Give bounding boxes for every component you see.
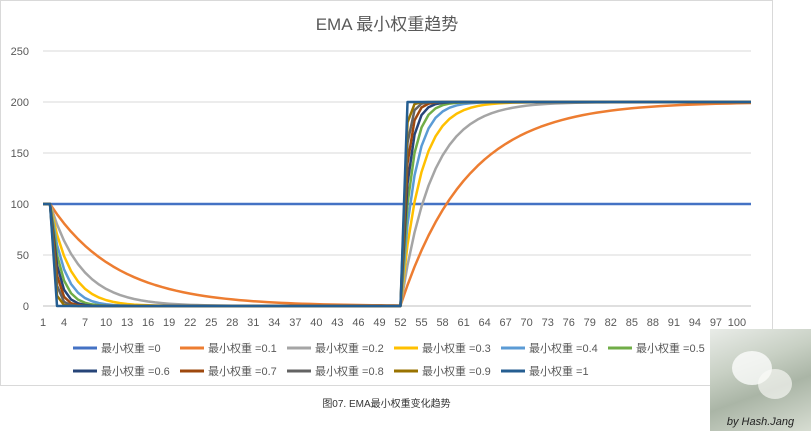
x-tick-label: 28 <box>226 317 238 329</box>
x-tick-label: 73 <box>542 317 554 329</box>
y-tick-label: 0 <box>23 301 29 313</box>
y-axis-ticks: 0 50 100 150 200 250 <box>11 46 29 313</box>
y-tick-label: 200 <box>11 97 29 109</box>
legend-label-10: 最小权重 =1 <box>529 364 589 378</box>
legend-label-5: 最小权重 =0.5 <box>636 341 705 355</box>
ema-line-chart: EMA 最小权重趋势 0 50 100 150 200 250 1 4 7 10 13 16 19 22… <box>11 15 752 378</box>
chart-frame: EMA 最小权重趋势 0 50 100 150 200 250 1 4 7 10 13 16 19 22… <box>0 0 773 386</box>
x-tick-label: 94 <box>689 317 701 329</box>
y-tick-label: 250 <box>11 46 29 58</box>
x-tick-label: 100 <box>728 317 746 329</box>
gridlines <box>43 50 751 307</box>
x-tick-label: 37 <box>289 317 301 329</box>
x-tick-label: 55 <box>415 317 427 329</box>
y-tick-label: 100 <box>11 199 29 211</box>
x-tick-label: 7 <box>82 317 88 329</box>
x-tick-label: 46 <box>352 317 364 329</box>
legend-label-3: 最小权重 =0.3 <box>422 341 491 355</box>
chart-title: EMA 最小权重趋势 <box>316 15 459 34</box>
legend-label-7: 最小权重 =0.7 <box>208 364 277 378</box>
x-tick-label: 88 <box>647 317 659 329</box>
x-tick-label: 31 <box>247 317 259 329</box>
y-tick-label: 50 <box>17 250 29 262</box>
y-tick-label: 150 <box>11 148 29 160</box>
x-tick-label: 79 <box>584 317 596 329</box>
figure-caption: 图07. EMA最小权重变化趋势 <box>322 399 451 410</box>
watermark-photo: by Hash.Jang <box>710 329 811 431</box>
x-tick-label: 43 <box>331 317 343 329</box>
x-tick-label: 16 <box>142 317 154 329</box>
legend-label-4: 最小权重 =0.4 <box>529 341 598 355</box>
x-tick-label: 52 <box>394 317 406 329</box>
x-axis-ticks: 1 4 7 10 13 16 19 22 25 28 31 34 37 40 43 46 49 52 55 58 61 6… <box>40 317 746 329</box>
legend-label-1: 最小权重 =0.1 <box>208 341 277 355</box>
x-tick-label: 19 <box>163 317 175 329</box>
x-tick-label: 22 <box>184 317 196 329</box>
legend-label-8: 最小权重 =0.8 <box>315 364 384 378</box>
legend-label-6: 最小权重 =0.6 <box>101 364 170 378</box>
x-tick-label: 91 <box>668 317 680 329</box>
x-tick-label: 13 <box>121 317 133 329</box>
series-line-10 <box>43 100 751 308</box>
x-tick-label: 82 <box>605 317 617 329</box>
legend-label-2: 最小权重 =0.2 <box>315 341 384 355</box>
photo-credit: by Hash.Jang <box>726 416 795 428</box>
x-tick-label: 4 <box>61 317 67 329</box>
x-tick-label: 67 <box>500 317 512 329</box>
x-tick-label: 10 <box>100 317 112 329</box>
series-lines <box>43 100 752 308</box>
legend-label-9: 最小权重 =0.9 <box>422 364 491 378</box>
x-tick-label: 25 <box>205 317 217 329</box>
x-tick-label: 34 <box>268 317 280 329</box>
x-tick-label: 76 <box>563 317 575 329</box>
x-tick-label: 97 <box>710 317 722 329</box>
x-tick-label: 85 <box>626 317 638 329</box>
x-tick-label: 49 <box>373 317 385 329</box>
legend: 最小权重 =0 最小权重 =0.1 最小权重 =0.2 最小权重 =0.3 最小权重 =… <box>73 341 705 378</box>
x-tick-label: 70 <box>521 317 533 329</box>
x-tick-label: 1 <box>40 317 46 329</box>
x-tick-label: 58 <box>436 317 448 329</box>
x-tick-label: 40 <box>310 317 322 329</box>
x-tick-label: 61 <box>457 317 469 329</box>
legend-label-0: 最小权重 =0 <box>101 341 161 355</box>
x-tick-label: 64 <box>478 317 490 329</box>
